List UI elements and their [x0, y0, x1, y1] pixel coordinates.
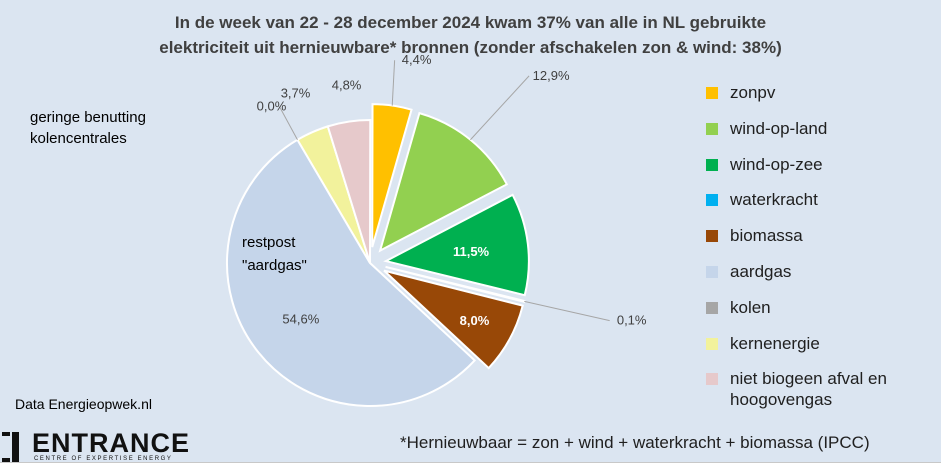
leader-line-waterkracht: [524, 300, 610, 322]
bottom-divider: [0, 462, 941, 470]
legend-item-aardgas: aardgas: [706, 261, 887, 297]
legend-item-kernenergie: kernenergie: [706, 333, 887, 369]
slice-label-niet-biogeen-afval-en-hoogovengas: 4,8%: [332, 77, 362, 92]
legend-label: kolen: [730, 297, 771, 317]
legend-label: niet biogeen afval en hoogovengas: [730, 369, 887, 410]
legend-swatch: [706, 122, 718, 135]
legend-swatch: [706, 265, 718, 278]
legend-label: wind-op-zee: [730, 154, 823, 174]
slice-label-kernenergie: 3,7%: [281, 85, 311, 100]
leader-line-zonpv: [391, 60, 396, 106]
entrance-logo-mark-icon: [2, 432, 19, 462]
legend-item-zonpv: zonpv: [706, 82, 887, 118]
pie-slice-niet-biogeen-afval-en-hoogovengas: [326, 118, 372, 264]
legend-swatch: [706, 87, 718, 99]
legend-item-waterkracht: waterkracht: [706, 189, 887, 225]
legend-swatch: [706, 230, 718, 243]
pie-slice-wind-op-land: [378, 111, 509, 253]
legend-swatch: [706, 373, 718, 386]
slice-label-zonpv: 4,4%: [402, 52, 432, 67]
legend-swatch: [706, 301, 718, 314]
legend-label: zonpv: [730, 83, 776, 102]
pie-slice-aardgas: [226, 138, 477, 407]
slice-label-kolen: 0,0%: [257, 99, 287, 114]
entrance-logo: ENTRANCE CENTRE OF EXPERTISE ENERGY: [2, 428, 191, 466]
pie-slice-wind-op-zee: [383, 193, 530, 297]
chart-title: In de week van 22 - 28 december 2024 kwa…: [159, 13, 782, 57]
legend-item-wind-op-land: wind-op-land: [706, 118, 887, 154]
slice-label-waterkracht: 0,1%: [617, 313, 647, 328]
leader-line-wind-op-land: [470, 75, 530, 141]
legend-item-niet-biogeen-afval-en-hoogovengas: niet biogeen afval en hoogovengas: [706, 368, 887, 409]
logo-wordmark: ENTRANCE: [32, 428, 191, 458]
slice-label-aardgas: 54,6%: [282, 312, 319, 327]
legend-label: wind-op-land: [730, 118, 828, 138]
legend-swatch: [706, 337, 718, 350]
leader-line-kolen: [279, 106, 298, 141]
legend-item-wind-op-zee: wind-op-zee: [706, 154, 887, 190]
footnote: *Hernieuwbaar = zon + wind + waterkracht…: [400, 433, 870, 452]
annotation-coal: geringe benutting kolencentrales: [30, 109, 150, 147]
slice-label-wind-op-zee: 11,5%: [453, 244, 490, 259]
pie-slice-biomassa: [383, 269, 524, 370]
data-source: Data Energieopwek.nl: [15, 396, 152, 412]
annotation-gas: restpost "aardgas": [242, 234, 307, 274]
legend-item-biomassa: biomassa: [706, 225, 887, 261]
slice-label-biomassa: 8,0%: [460, 313, 490, 328]
logo-subtitle: CENTRE OF EXPERTISE ENERGY: [34, 456, 173, 462]
legend-item-kolen: kolen: [706, 297, 887, 333]
slice-label-wind-op-land: 12,9%: [533, 68, 570, 83]
legend-label: waterkracht: [730, 190, 818, 210]
legend-swatch: [706, 194, 718, 207]
legend-label: biomassa: [730, 226, 803, 246]
legend: zonpv wind-op-land wind-op-zee waterkracht b…: [706, 82, 887, 409]
legend-label: aardgas: [730, 261, 792, 281]
legend-label: kernenergie: [730, 333, 820, 353]
legend-swatch: [706, 158, 718, 171]
